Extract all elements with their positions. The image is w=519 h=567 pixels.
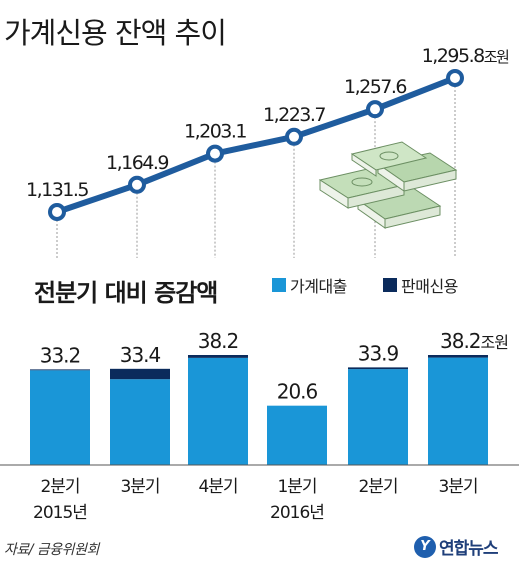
bar-value-label: 38.2 [198,329,239,353]
source-credit: 자료/ 금융위원회 [4,542,99,558]
logo-mark-icon: Y [414,535,436,558]
line-value-label: 1,223.7 [263,104,325,126]
bar-loan [428,357,488,465]
bar-sales-credit [348,367,408,370]
line-value-label: 1,203.1 [184,121,246,143]
year-label: 2016년 [270,503,324,523]
category-label: 2분기 [40,477,79,497]
line-point [128,175,146,194]
bar-sales-credit [428,355,488,358]
unit-label: 조원 [481,333,508,352]
bar-chart-title: 전분기 대비 증감액 [34,279,217,307]
category-labels: 2분기 2015년 3분기 4분기 1분기 2016년 2분기 3분기 [33,477,479,523]
category-label: 1분기 [277,477,316,497]
line-point [206,144,224,163]
bar-loan [30,370,90,465]
bar-sales-credit [30,369,90,371]
bar-value-labels: 33.2 33.4 38.2 20.6 33.9 38.2조원 [40,329,509,404]
bar-value-label: 38.2조원 [440,329,508,353]
logo-text: 연합뉴스 [439,539,499,559]
legend-item-loan: 가계대출 [272,273,347,297]
bar-value-label: 20.6 [277,380,318,404]
bar-sales-credit [110,368,170,380]
yonhap-logo: Y 연합뉴스 [414,534,499,559]
money-stacks-icon [318,141,458,229]
legend-swatch-loan [272,278,286,292]
bar-value-label: 33.9 [358,341,399,365]
legend-swatch-sales [383,278,397,292]
line-point [285,127,303,146]
bar-chart: 전분기 대비 증감액 33.2 33.4 38.2 20.6 33.9 38.2조원 2분… [0,279,519,523]
bar-loan [110,379,170,465]
category-label: 4분기 [198,477,237,497]
year-label: 2015년 [33,503,87,523]
line-point [366,100,384,119]
line-value-labels: 1,131.5 1,164.9 1,203.1 1,223.7 1,257.6 1,295… [26,45,511,201]
bar-loan [188,357,248,465]
category-label: 3분기 [120,477,159,497]
line-chart: 가계신용 잔액 추이 1,131.51,164.91,203.11,223.71… [4,16,511,258]
line-chart-title: 가계신용 잔액 추이 [4,16,226,50]
line-point [48,203,66,221]
bar-loan [348,369,408,465]
line-markers [48,69,464,221]
bar-value-label: 33.2 [40,343,81,367]
legend-label-loan: 가계대출 [290,277,347,296]
legend-item-sales: 판매신용 [383,273,458,297]
category-label: 2분기 [358,477,397,497]
bars [30,355,488,465]
trend-line [56,75,457,215]
bar-loan [267,405,327,465]
bar-sales-credit [188,355,248,358]
bar-value-label: 33.4 [120,343,161,367]
category-label: 3분기 [438,477,477,497]
legend-label-sales: 판매신용 [401,277,458,296]
line-value-label: 1,295.8조원 [422,45,509,67]
unit-label: 조원 [484,48,509,66]
line-value-label: 1,257.6 [344,76,406,98]
line-point [446,69,464,87]
line-value-label: 1,131.5 [26,179,88,201]
line-value-label: 1,164.9 [106,152,168,174]
